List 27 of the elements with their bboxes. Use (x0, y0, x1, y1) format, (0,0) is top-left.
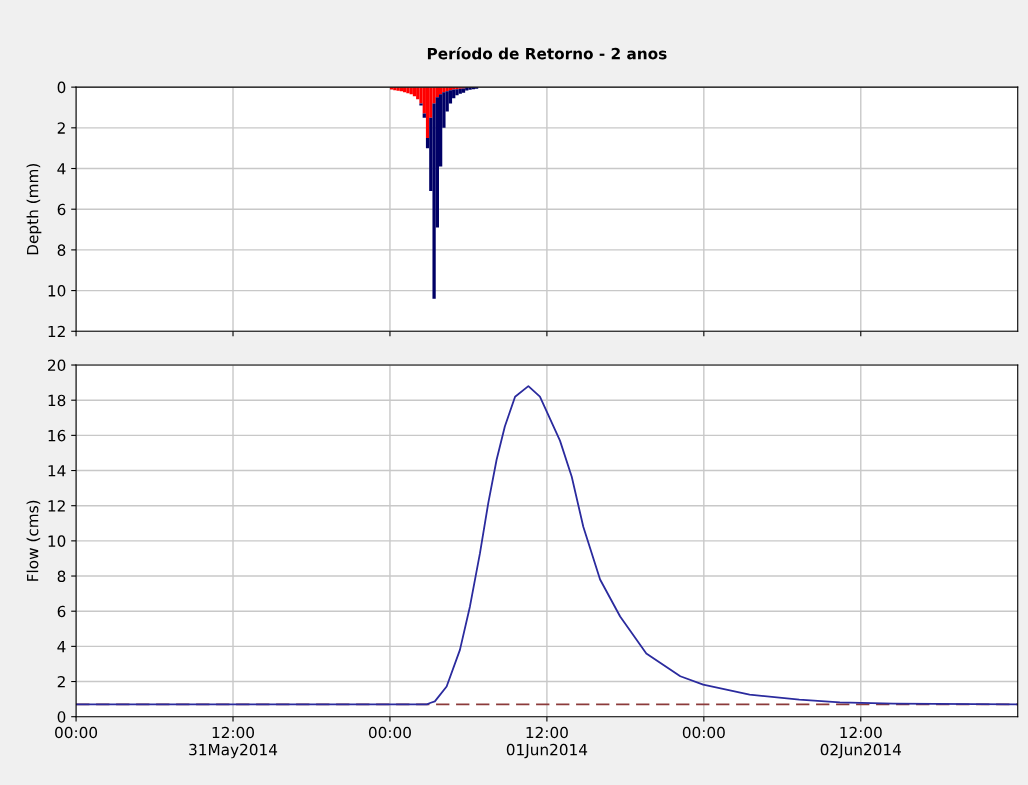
x-tick-label: 00:00 (368, 726, 411, 739)
y-tick-label: 6 (57, 203, 66, 216)
y-tick-label: 0 (57, 711, 66, 723)
y-tick-label: 6 (57, 605, 66, 618)
y-tick-label: 10 (48, 285, 66, 297)
y-tick-label: 8 (57, 244, 66, 256)
x-tick-label: 12:00 02Jun2014 (820, 726, 902, 759)
y-tick-label: 16 (48, 429, 66, 442)
y-tick-label: 0 (57, 81, 66, 94)
chart-title: Período de Retorno - 2 anos (427, 46, 667, 60)
x-tick-label: 12:00 01Jun2014 (506, 726, 588, 759)
y-tick-label: 4 (57, 163, 66, 175)
x-tick-label: 00:00 (55, 726, 98, 739)
y-tick-label: 20 (48, 359, 66, 372)
y-tick-label: 12 (48, 325, 65, 338)
x-tick-label: 12:00 31May2014 (189, 726, 278, 759)
y-tick-label: 8 (57, 570, 66, 583)
y-tick-label: 10 (48, 535, 66, 547)
y-axis-title: Flow (cms) (26, 500, 41, 581)
y-tick-label: 18 (48, 394, 66, 407)
x-tick-label: 00:00 (682, 726, 725, 739)
y-axis-title: Depth (mm) (26, 163, 42, 255)
y-tick-label: 2 (57, 676, 65, 688)
y-tick-label: 2 (57, 122, 65, 134)
y-tick-label: 12 (48, 500, 65, 512)
y-tick-label: 14 (48, 465, 66, 477)
y-tick-label: 4 (57, 641, 66, 653)
